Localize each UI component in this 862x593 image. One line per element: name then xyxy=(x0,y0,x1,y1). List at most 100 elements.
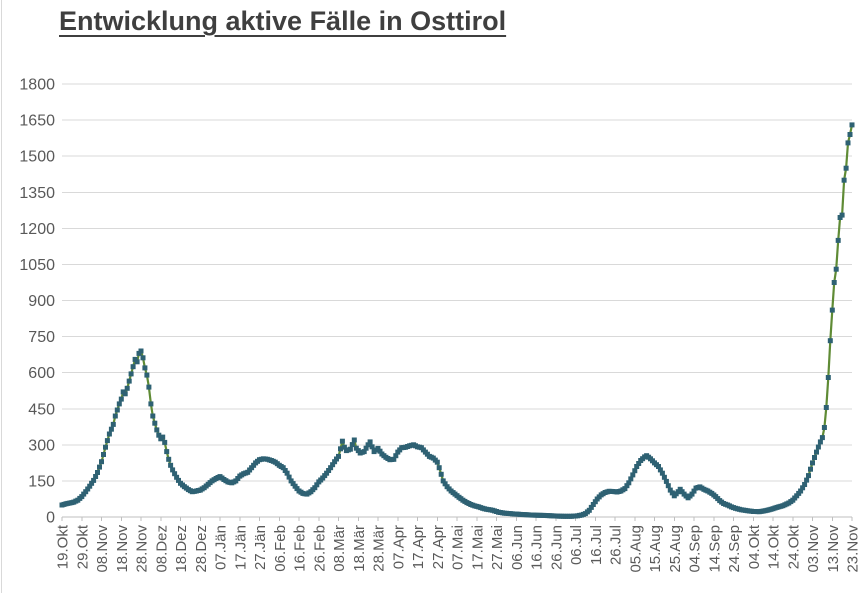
data-point-marker xyxy=(91,477,97,483)
data-point-marker xyxy=(798,488,804,494)
x-axis-label: 08.Dez xyxy=(153,525,170,573)
y-axis-label: 1350 xyxy=(19,185,55,202)
data-series-line xyxy=(60,123,854,518)
data-point-marker xyxy=(341,444,347,450)
data-point-marker xyxy=(636,461,642,466)
data-point-marker xyxy=(83,489,89,495)
data-point-marker xyxy=(628,476,634,482)
data-point-marker xyxy=(148,401,154,407)
data-point-marker xyxy=(808,466,813,472)
x-axis-label: 26.Jul xyxy=(608,525,625,565)
data-point-marker xyxy=(823,405,829,410)
data-point-marker xyxy=(689,491,695,497)
data-point-marker xyxy=(290,481,296,487)
x-axis-label: 24.Okt xyxy=(785,524,802,569)
data-point-marker xyxy=(586,507,592,513)
data-point-marker xyxy=(590,502,596,507)
left-border-line xyxy=(1,0,2,593)
data-point-marker xyxy=(334,456,339,462)
x-axis-label: 17.Mai xyxy=(469,525,486,570)
data-point-marker xyxy=(112,413,118,419)
x-axis-label: 18.Mär xyxy=(351,525,368,572)
data-point-marker xyxy=(324,470,330,476)
data-point-marker xyxy=(377,448,383,454)
x-axis-label: 06.Feb xyxy=(272,525,289,572)
x-axis-label: 26.Feb xyxy=(311,525,328,572)
x-axis-label: 18.Nov xyxy=(114,525,131,573)
data-point-marker xyxy=(104,438,110,444)
x-axis-label: 28.Mär xyxy=(371,525,388,572)
data-point-marker xyxy=(87,483,93,489)
data-point-marker xyxy=(804,477,810,483)
x-axis-label: 28.Nov xyxy=(134,525,151,573)
data-point-marker xyxy=(622,486,628,492)
x-axis-label: 28.Dez xyxy=(193,525,210,573)
x-axis-label: 07.Jän xyxy=(213,525,230,570)
data-point-marker xyxy=(126,378,132,384)
data-point-marker xyxy=(103,444,108,450)
data-point-marker xyxy=(843,165,849,171)
data-point-marker xyxy=(367,439,373,445)
data-point-marker xyxy=(817,439,823,445)
data-point-marker xyxy=(124,385,130,391)
y-axis-label: 300 xyxy=(28,437,55,454)
x-axis-label: 17.Apr xyxy=(410,525,427,569)
x-axis-label: 27.Jän xyxy=(252,525,269,570)
x-axis-label: 29.Okt xyxy=(74,524,91,569)
y-axis-label: 900 xyxy=(28,293,55,310)
x-axis-label: 25.Aug xyxy=(667,525,684,573)
y-axis-label: 1500 xyxy=(19,149,55,166)
data-point-marker xyxy=(339,438,345,444)
data-point-marker xyxy=(326,468,332,473)
y-axis-label: 1200 xyxy=(19,221,55,238)
x-axis-label: 15.Aug xyxy=(647,525,664,573)
data-point-marker xyxy=(802,482,808,487)
y-axis-label: 600 xyxy=(28,365,55,382)
x-axis-label: 17.Jän xyxy=(232,525,249,570)
data-point-marker xyxy=(440,478,446,484)
data-point-marker xyxy=(122,391,128,397)
data-point-marker xyxy=(351,437,357,443)
data-point-marker xyxy=(630,472,636,478)
data-point-marker xyxy=(442,481,448,487)
data-point-marker xyxy=(361,449,367,455)
data-point-marker xyxy=(154,427,160,433)
data-point-marker xyxy=(156,432,162,438)
data-point-marker xyxy=(819,435,825,441)
data-point-marker xyxy=(657,467,663,473)
x-axis-label: 03.Nov xyxy=(805,525,822,573)
data-point-marker xyxy=(375,445,381,451)
data-point-marker xyxy=(118,396,124,402)
data-point-marker xyxy=(108,426,114,432)
data-point-marker xyxy=(691,488,697,494)
data-point-marker xyxy=(172,471,178,477)
data-point-marker xyxy=(829,307,835,313)
y-axis-labels: 0 150 300 450 600 750 900 1050 1200 1350 1500 1650 1… xyxy=(19,77,55,527)
x-axis-label: 16.Feb xyxy=(292,525,309,572)
data-point-marker xyxy=(436,465,442,471)
data-point-marker xyxy=(847,132,853,137)
data-point-marker xyxy=(835,237,841,243)
x-axis-label: 18.Dez xyxy=(173,525,190,573)
data-point-marker xyxy=(93,474,99,479)
data-point-marker xyxy=(162,439,168,445)
data-point-marker xyxy=(800,485,806,491)
data-point-marker xyxy=(312,485,318,491)
data-point-marker xyxy=(328,465,334,471)
x-axis-label: 06.Jul xyxy=(568,525,585,565)
data-point-marker xyxy=(669,490,675,496)
data-point-marker xyxy=(434,459,440,465)
y-axis-label: 1050 xyxy=(19,257,55,274)
x-axis-label: 06.Jun xyxy=(509,525,526,570)
data-point-marker xyxy=(663,478,669,484)
data-point-marker xyxy=(89,480,95,486)
y-axis-label: 750 xyxy=(28,329,55,346)
data-point-marker xyxy=(144,372,150,378)
x-axis-label: 16.Jul xyxy=(588,525,605,565)
data-point-marker xyxy=(280,465,286,471)
data-point-marker xyxy=(626,480,632,486)
data-point-marker xyxy=(338,446,343,452)
data-point-marker xyxy=(839,212,845,218)
data-point-marker xyxy=(659,470,665,476)
